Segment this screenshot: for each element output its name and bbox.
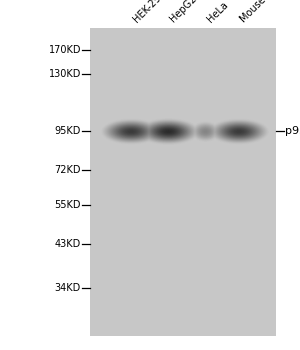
Text: 55KD: 55KD — [55, 200, 81, 210]
Text: HEK-293: HEK-293 — [131, 0, 167, 25]
Bar — [90, 28, 276, 336]
Text: HepG2: HepG2 — [168, 0, 199, 25]
Text: 34KD: 34KD — [55, 283, 81, 293]
Text: 130KD: 130KD — [49, 69, 81, 79]
Text: p95: p95 — [285, 126, 300, 136]
Text: 170KD: 170KD — [49, 44, 81, 55]
Text: HeLa: HeLa — [205, 0, 230, 25]
Text: 95KD: 95KD — [55, 126, 81, 136]
Text: 72KD: 72KD — [55, 165, 81, 175]
Text: Mouse brain: Mouse brain — [239, 0, 288, 25]
Text: 43KD: 43KD — [55, 239, 81, 248]
